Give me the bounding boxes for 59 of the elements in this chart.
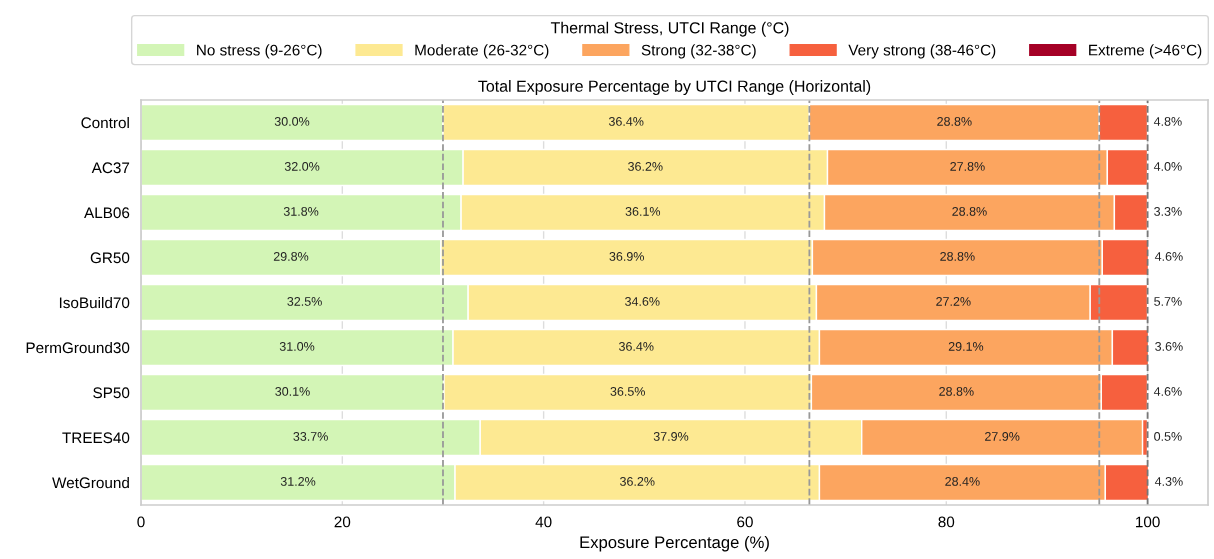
- data-label: 36.4%: [619, 342, 654, 351]
- data-label: 28.8%: [940, 252, 975, 261]
- data-label: 31.8%: [283, 207, 319, 216]
- data-label: 5.7%: [1154, 297, 1182, 306]
- y-tick-label: WetGround: [52, 476, 129, 489]
- legend-label: Strong (32-38°C): [641, 44, 756, 59]
- x-tick-label: 20: [334, 516, 351, 528]
- data-label: 3.3%: [1154, 207, 1182, 216]
- data-label: 31.2%: [280, 477, 316, 486]
- data-label: 30.0%: [274, 117, 310, 126]
- data-label: 36.2%: [620, 477, 655, 486]
- data-label: 27.2%: [936, 297, 971, 306]
- x-tick-label: 100: [1136, 516, 1160, 528]
- data-label: 33.7%: [293, 432, 328, 441]
- data-label: 0.5%: [1154, 432, 1182, 441]
- data-label: 4.8%: [1153, 117, 1182, 126]
- legend-label: No stress (9-26°C): [197, 44, 322, 59]
- data-label: 36.9%: [609, 252, 644, 261]
- data-label: 4.3%: [1154, 477, 1183, 486]
- y-tick-label: IsoBuild70: [59, 296, 130, 309]
- chart-title: Total Exposure Percentage by UTCI Range (Horizontal): [478, 80, 871, 95]
- data-label: 28.8%: [952, 207, 987, 216]
- x-axis-title: Exposure Percentage (%): [580, 535, 769, 552]
- legend-title: Thermal Stress, UTCI Range (°C): [550, 21, 789, 37]
- data-label: 36.4%: [608, 117, 644, 126]
- x-tick-label: 80: [938, 516, 955, 528]
- x-tick-label: 60: [737, 516, 753, 528]
- data-label: 31.0%: [279, 342, 315, 351]
- data-label: 29.1%: [948, 342, 984, 351]
- data-label: 27.8%: [950, 162, 985, 171]
- x-tick-label: 40: [535, 516, 552, 528]
- data-label: 28.8%: [937, 117, 972, 126]
- data-label: 30.1%: [275, 387, 310, 396]
- data-label: 4.6%: [1153, 387, 1182, 396]
- legend-label: Extreme (>46°C): [1089, 44, 1202, 59]
- data-label: 4.0%: [1153, 162, 1182, 171]
- y-tick-label: GR50: [90, 252, 130, 264]
- data-label: 27.9%: [985, 432, 1020, 441]
- y-tick-label: Control: [81, 116, 129, 129]
- data-label: 36.5%: [610, 387, 645, 396]
- data-label: 28.8%: [939, 387, 974, 396]
- legend-label: Moderate (26-32°C): [415, 44, 549, 59]
- data-label: 28.4%: [945, 477, 980, 486]
- y-tick-label: ALB06: [84, 207, 130, 219]
- data-label: 29.8%: [273, 252, 309, 261]
- legend-label: Very strong (38-46°C): [848, 44, 996, 59]
- data-label: 37.9%: [653, 432, 689, 441]
- data-label: 3.6%: [1155, 342, 1183, 351]
- data-label: 4.6%: [1154, 252, 1183, 261]
- data-label: 32.0%: [284, 162, 320, 171]
- y-tick-label: SP50: [93, 387, 130, 399]
- data-label: 36.2%: [628, 162, 663, 171]
- data-label: 36.1%: [625, 207, 661, 216]
- y-tick-label: AC37: [91, 162, 130, 174]
- data-label: 34.6%: [625, 297, 660, 306]
- y-tick-label: TREES40: [62, 432, 130, 444]
- x-tick-label: 0: [137, 516, 145, 528]
- data-label: 32.5%: [287, 297, 322, 306]
- y-tick-label: PermGround30: [26, 341, 130, 354]
